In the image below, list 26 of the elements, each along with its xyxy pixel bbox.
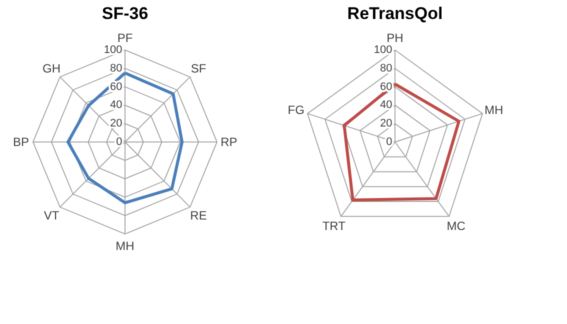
y-tick-label: 0 (116, 136, 122, 148)
y-tick-label: 60 (110, 80, 122, 93)
spoke-label: MH (484, 102, 504, 117)
y-tick-label: 40 (110, 99, 122, 112)
y-tick-label: 80 (380, 62, 392, 74)
spoke-label: PF (117, 31, 133, 46)
y-tick-label: 20 (380, 118, 392, 130)
chart-title: SF-36 (102, 4, 148, 23)
y-tick-label: 100 (374, 44, 392, 56)
spoke-label: FG (288, 102, 304, 117)
y-tick-label: 20 (110, 118, 122, 130)
spoke-label: RP (220, 135, 238, 149)
spoke-label: PH (386, 31, 404, 46)
y-tick-label: 100 (104, 44, 122, 56)
spoke-label: MH (116, 238, 134, 253)
spoke-label: RE (190, 208, 207, 223)
spoke-label: MC (446, 219, 466, 234)
spoke-label: GH (42, 61, 60, 76)
spoke-label: BP (13, 135, 30, 149)
spoke-label: SF (190, 61, 206, 76)
spoke-label: TRT (322, 219, 346, 234)
spoke-label: VT (44, 208, 60, 223)
y-tick-label: 0 (386, 136, 392, 148)
y-tick-label: 80 (110, 62, 122, 74)
y-tick-label: 40 (380, 99, 392, 112)
chart-title: ReTransQol (347, 4, 443, 23)
